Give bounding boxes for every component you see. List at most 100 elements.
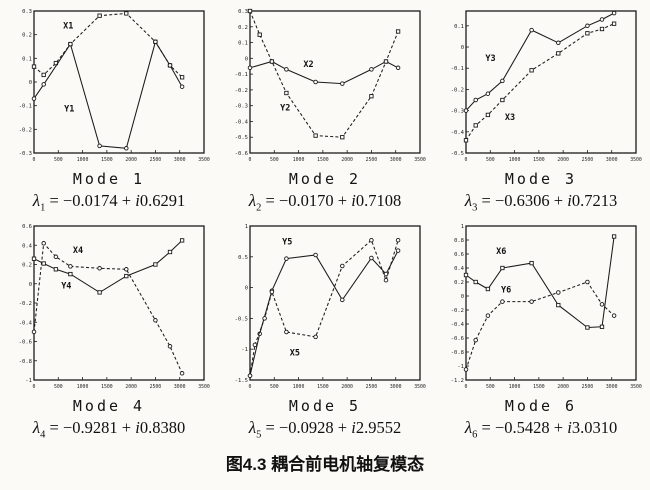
- data-point-circle: [68, 41, 73, 47]
- lambda-symbol: λ: [32, 191, 41, 210]
- data-point-square: [599, 324, 605, 330]
- data-point-circle: [463, 367, 469, 373]
- svg-text:-0.3: -0.3: [451, 109, 464, 115]
- svg-text:500: 500: [486, 384, 495, 390]
- mode-4-title: Mode 4: [72, 397, 146, 416]
- axis-ticks: 0.30.20.10-0.1-0.2-0.30 500 1000 1500 2000 25…: [19, 9, 210, 163]
- axis-ticks: 10.50-0.5-1-1.50 500 1000 1500 2000 2500 3000 3…: [235, 224, 426, 390]
- data-point-square: [383, 59, 389, 64]
- data-point-circle: [556, 40, 561, 46]
- svg-text:-0.8: -0.8: [451, 350, 464, 356]
- svg-text:0: 0: [33, 384, 36, 390]
- mode-2-eigenvalue: λ2 = −0.0170 + i0.7108: [217, 191, 433, 213]
- y4-series-label: Y4: [61, 282, 71, 292]
- plot-frame: [249, 10, 421, 154]
- svg-text:0.2: 0.2: [22, 263, 32, 269]
- data-point-square: [395, 29, 401, 34]
- y3-series-label: Y3: [485, 54, 495, 64]
- imaginary-unit: i: [135, 418, 140, 438]
- lambda-subscript: 6: [472, 429, 478, 441]
- svg-text:0: 0: [249, 157, 252, 163]
- mode-2-chart: 0.30.20.10-0.1-0.2-0.3-0.4-0.5-0.60 500 10…: [235, 8, 426, 163]
- svg-text:0: 0: [245, 286, 248, 292]
- data-point-circle: [252, 342, 258, 348]
- data-point-square: [485, 112, 491, 118]
- svg-text:1000: 1000: [509, 157, 521, 163]
- data-point-circle: [473, 97, 478, 103]
- lambda-symbol: λ: [464, 418, 473, 438]
- data-point-circle: [611, 10, 617, 16]
- data-point-circle: [599, 302, 605, 307]
- lambda-subscript: 3: [472, 202, 478, 214]
- svg-text:-1.2: -1.2: [451, 378, 464, 384]
- data-point-square: [31, 64, 37, 69]
- y6-series-label: Y6: [501, 286, 511, 296]
- svg-text:1000: 1000: [293, 384, 305, 390]
- data-point-circle: [167, 63, 173, 68]
- svg-text:0.2: 0.2: [238, 25, 248, 31]
- data-point-square: [124, 11, 129, 16]
- svg-text:0.1: 0.1: [454, 24, 464, 30]
- eigenvalue-real-part: = −0.6306 +: [481, 191, 568, 210]
- svg-text:1000: 1000: [77, 384, 89, 390]
- y5-series-label: Y5: [282, 238, 292, 248]
- svg-text:-1: -1: [457, 364, 464, 370]
- svg-text:3500: 3500: [198, 157, 210, 163]
- mode-4-panel: 0.6 0.4 0.2 0 -0.2 -0.4 -0.6 -0.8 -1 0 500 1000 1500…: [1, 221, 217, 440]
- svg-text:-0.2: -0.2: [235, 88, 248, 94]
- data-point-circle: [97, 143, 102, 149]
- svg-text:3500: 3500: [630, 384, 642, 390]
- series-x1: X1: [31, 11, 185, 80]
- mode-3-chart: 0.10-0.1-0.2-0.3-0.4-0.50 500 1000 1500 2000…: [451, 10, 642, 163]
- x2-series-label: X2: [303, 60, 313, 70]
- data-point-circle: [284, 256, 289, 262]
- svg-text:0.2: 0.2: [454, 280, 464, 286]
- svg-text:1000: 1000: [293, 157, 305, 163]
- svg-text:2500: 2500: [366, 157, 378, 163]
- data-point-square: [556, 303, 561, 308]
- data-point-circle: [395, 65, 401, 71]
- lambda-subscript: 1: [40, 202, 46, 214]
- mode-3-title: Mode 3: [504, 170, 578, 188]
- data-point-square: [167, 250, 173, 255]
- axis-ticks: 0.30.20.10-0.1-0.2-0.3-0.4-0.5-0.60 500 10…: [235, 9, 426, 163]
- data-point-square: [473, 280, 478, 285]
- data-point-square: [585, 31, 590, 36]
- data-point-square: [41, 72, 46, 78]
- mode-5-panel: 1 0.5 0 -0.5 -1 -1.5 0 500 1000 1500 2000 2500 3000 3…: [217, 221, 433, 440]
- svg-text:3000: 3000: [390, 384, 402, 390]
- data-point-circle: [340, 297, 345, 303]
- x5-series-label: X5: [290, 349, 300, 359]
- svg-text:3000: 3000: [606, 384, 618, 390]
- svg-text:0: 0: [465, 157, 468, 163]
- data-point-circle: [473, 338, 478, 343]
- x2-line: [249, 60, 399, 85]
- svg-text:2500: 2500: [150, 157, 162, 163]
- series-y3: Y3: [463, 10, 617, 113]
- data-point-circle: [340, 264, 345, 269]
- data-point-circle: [313, 334, 318, 340]
- data-point-square: [68, 272, 73, 277]
- svg-text:1500: 1500: [101, 384, 113, 390]
- svg-text:0.2: 0.2: [22, 33, 32, 39]
- x1-line: [33, 12, 183, 78]
- svg-text:-0.6: -0.6: [19, 340, 32, 346]
- axis-ticks: 0.60.40.20-0.2-0.4-0.6-0.8-10 500 1000 1500…: [19, 224, 210, 390]
- mode-1-eigenvalue: λ1 = −0.0174 + i0.6291: [1, 191, 217, 213]
- svg-text:-0.5: -0.5: [235, 135, 248, 141]
- eigenvalue-imag-part: 2.9552: [355, 418, 402, 438]
- data-point-circle: [585, 280, 590, 285]
- svg-text:0: 0: [33, 157, 36, 163]
- mode-5-eigenvalue: λ5 = −0.0928 + i2.9552: [217, 418, 433, 440]
- data-point-circle: [395, 248, 401, 254]
- mode-2-panel: 0.3 0.2 0.1 0 -0.1 -0.2 -0.3 -0.4 -0.5 -0.6 0 500 10…: [217, 6, 433, 213]
- data-point-square: [473, 123, 478, 128]
- svg-text:-0.4: -0.4: [235, 119, 249, 125]
- data-point-square: [313, 133, 318, 138]
- svg-text:2000: 2000: [341, 157, 353, 163]
- mode-grid-row-1: 0.3 0.2 0.1 0 -0.1 -0.2 -0.3 0 500 1000 1500 2000 25…: [0, 6, 650, 213]
- data-point-square: [124, 274, 129, 279]
- mode-grid-row-2: 0.6 0.4 0.2 0 -0.2 -0.4 -0.6 -0.8 -1 0 500 1000 1500…: [0, 221, 650, 440]
- data-point-circle: [53, 254, 59, 260]
- x4-series-label: X4: [73, 246, 83, 256]
